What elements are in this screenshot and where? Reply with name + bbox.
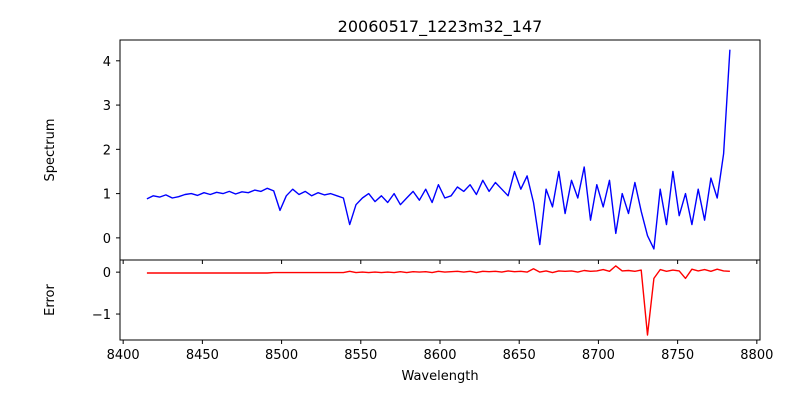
x-tick-label: 8500	[265, 348, 298, 363]
x-tick-label: 8700	[582, 348, 615, 363]
y-tick-label: 3	[103, 99, 111, 114]
y-axis-label-spectrum: Spectrum	[43, 119, 58, 182]
y-tick-label: 4	[103, 55, 111, 70]
y-tick-label: 2	[103, 143, 111, 158]
x-tick-label: 8750	[661, 348, 694, 363]
y-tick-label: 0	[103, 266, 111, 281]
y-tick-label: 0	[103, 232, 111, 247]
x-tick-label: 8550	[344, 348, 377, 363]
axes-frame	[119, 259, 761, 341]
spectrum-line	[146, 49, 731, 250]
x-tick-label: 8400	[107, 348, 140, 363]
x-tick-label: 8600	[423, 348, 456, 363]
spectrum-panel: 0 1 2 3 4	[103, 39, 761, 264]
error-line	[146, 265, 730, 336]
error-panel: 0 −1 8400 8450 8500 8550 8600 8650 8700 8750 8800	[92, 259, 773, 363]
axes-frame	[119, 39, 761, 261]
x-axis-label: Wavelength	[401, 369, 478, 384]
y-tick-label: −1	[92, 308, 111, 323]
y-axis-label-error: Error	[43, 284, 58, 316]
x-tick-label: 8450	[186, 348, 219, 363]
chart-title: 20060517_1223m32_147	[338, 17, 543, 37]
y-tick-label: 1	[103, 188, 111, 203]
x-tick-label: 8800	[740, 348, 773, 363]
x-tick-label: 8650	[503, 348, 536, 363]
